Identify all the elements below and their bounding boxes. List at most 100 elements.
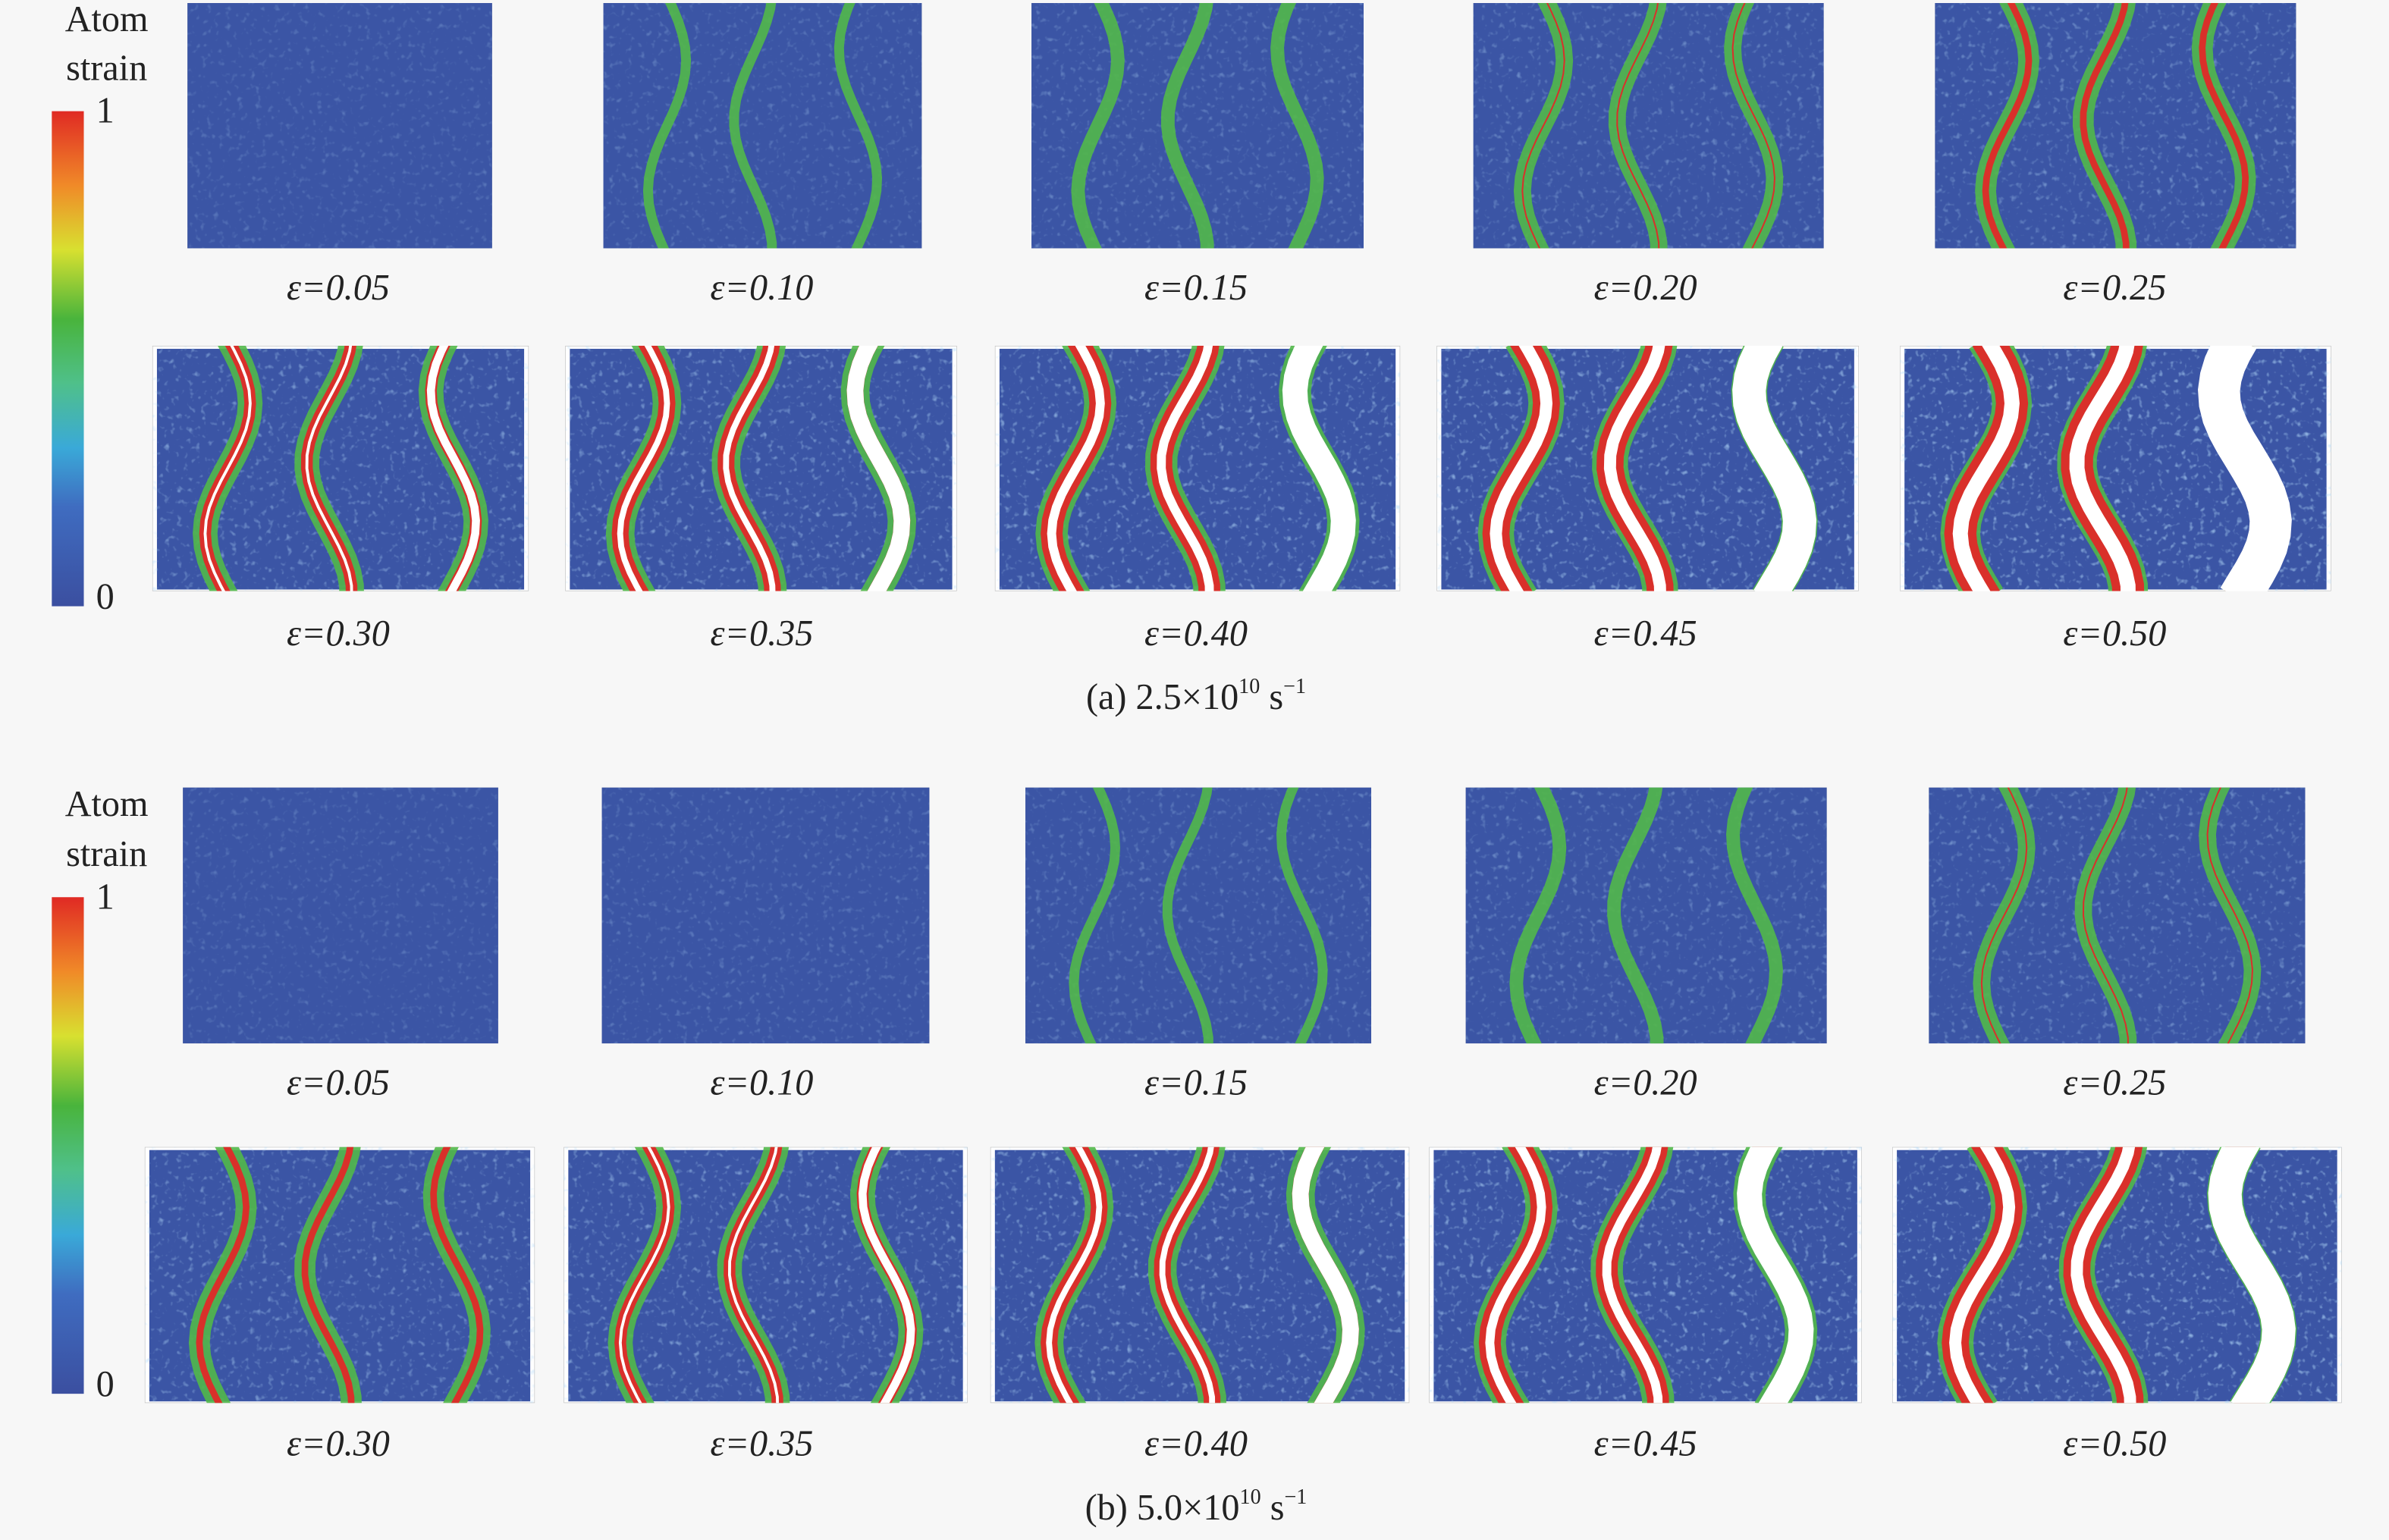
strain-map (1892, 1146, 2342, 1404)
caption: (a) 2.5×1010 s−1 (1086, 675, 1306, 717)
strain-map (990, 1146, 1410, 1404)
strain-map (1935, 3, 2296, 249)
strain-label: ε=0.15 (1144, 268, 1248, 308)
caption-label: (b) 5.0×10 (1085, 1488, 1240, 1528)
band-green (1509, 787, 1567, 1044)
band-white (203, 346, 252, 591)
strain-label: ε=0.05 (287, 268, 390, 308)
band-white (305, 346, 353, 591)
band-white (1490, 346, 1553, 591)
band-white (426, 346, 480, 591)
strain-map (994, 346, 1401, 591)
strain-label: ε=0.45 (1594, 613, 1697, 654)
band-red (196, 1146, 250, 1404)
strain-map (601, 787, 930, 1044)
band-white (1603, 346, 1666, 591)
strain-map (1465, 787, 1827, 1044)
strain-label: ε=0.35 (711, 613, 814, 654)
band-green (833, 3, 883, 249)
strain-label: ε=0.10 (711, 268, 814, 308)
band-green (729, 3, 777, 249)
caption-label: (a) 2.5×10 (1086, 677, 1238, 717)
band-red (2206, 787, 2253, 1044)
band-green (1607, 787, 1664, 1044)
band-green (1162, 787, 1213, 1044)
colorbar-tick-label: 0 (96, 1364, 115, 1404)
band-white (2208, 1146, 2296, 1404)
band-red (2082, 787, 2129, 1044)
strain-label: ε=0.25 (2063, 268, 2166, 308)
band-green (1069, 787, 1121, 1044)
map-noise (187, 3, 492, 249)
band-white (858, 1146, 915, 1404)
band-green (1270, 3, 1324, 249)
map-noise (601, 787, 930, 1044)
band-white (723, 346, 776, 591)
panel: Atom strain 0 1 ε=0.05 ε=0.10 ε=0.15 ε=0.20 ε=0.… (52, 784, 2342, 1528)
band-white (2070, 1146, 2136, 1404)
strain-map (1031, 3, 1364, 249)
band-red (301, 1146, 355, 1404)
band-red (1980, 787, 2028, 1044)
band-white (1282, 346, 1356, 591)
caption-unit: s (1270, 1488, 1285, 1528)
strain-label: ε=0.10 (711, 1062, 814, 1102)
caption-exponent: 10 (1240, 1485, 1261, 1509)
band-red (1731, 3, 1775, 249)
strain-map (144, 1146, 535, 1404)
band-red (1616, 3, 1660, 249)
colorbar-tick-label: 1 (96, 91, 115, 131)
map-noise (183, 787, 498, 1044)
strain-label: ε=0.20 (1594, 268, 1697, 308)
strain-map (152, 346, 529, 591)
band-red (1982, 3, 2033, 249)
strain-label: ε=0.30 (287, 1424, 390, 1464)
strain-label: ε=0.50 (2063, 613, 2166, 654)
caption-unit-exponent: −1 (1284, 1485, 1307, 1509)
band-red (2199, 3, 2249, 249)
band-white (1737, 1146, 1814, 1404)
strain-label: ε=0.20 (1594, 1062, 1697, 1102)
colorbar (52, 111, 84, 607)
colorbar-title: strain (66, 834, 147, 874)
strain-map (1436, 346, 1859, 591)
band-red (1521, 3, 1565, 249)
band-white (1949, 1146, 2016, 1404)
band-white (2069, 346, 2136, 591)
caption-exponent: 10 (1238, 675, 1260, 698)
strain-label: ε=0.40 (1144, 613, 1248, 654)
colorbar-tick-label: 0 (96, 577, 115, 617)
band-white (846, 346, 911, 591)
band-white (1292, 1146, 1359, 1404)
band-white (1047, 346, 1105, 591)
strain-label: ε=0.50 (2063, 1424, 2166, 1464)
strain-map (564, 1146, 968, 1404)
strain-map (565, 346, 957, 591)
band-green (1276, 787, 1328, 1044)
strain-label: ε=0.40 (1144, 1424, 1248, 1464)
caption: (b) 5.0×1010 s−1 (1085, 1485, 1308, 1528)
band-white (727, 1146, 779, 1404)
band-red (2080, 3, 2130, 249)
strain-label: ε=0.30 (287, 613, 390, 654)
band-white (1602, 1146, 1663, 1404)
strain-map (1429, 1146, 1862, 1404)
strain-map (183, 787, 498, 1044)
band-white (617, 346, 670, 591)
strain-map (1473, 3, 1824, 249)
strain-label: ε=0.45 (1594, 1424, 1697, 1464)
colorbar-title: Atom (65, 784, 149, 824)
strain-label: ε=0.25 (2063, 1062, 2166, 1102)
strain-map (1929, 787, 2306, 1044)
band-red (430, 1146, 484, 1404)
band-white (618, 1146, 670, 1404)
panel: Atom strain 0 1 ε=0.05 ε=0.10 ε=0.15 ε=0.20 ε=0.… (52, 0, 2331, 717)
band-green (1725, 787, 1783, 1044)
band-green (642, 3, 692, 249)
colorbar (52, 897, 84, 1394)
band-white (1485, 1146, 1546, 1404)
strain-map (187, 3, 492, 249)
strain-map (1900, 346, 2331, 591)
strain-map (603, 3, 922, 249)
